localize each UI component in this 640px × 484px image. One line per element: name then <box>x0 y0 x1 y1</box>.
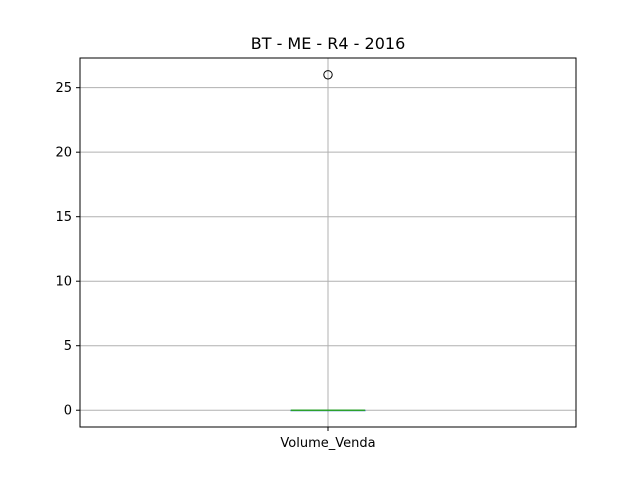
y-tick-label: 25 <box>55 81 72 96</box>
y-tick-label: 20 <box>55 146 72 161</box>
outlier-point <box>323 70 333 80</box>
y-tick-label: 0 <box>64 404 72 419</box>
box-layer <box>290 70 366 412</box>
grid-layer <box>80 58 576 427</box>
chart-title: BT - ME - R4 - 2016 <box>251 34 406 53</box>
y-tick-label: 15 <box>55 210 72 225</box>
y-tick-label: 5 <box>64 339 72 354</box>
x-tick-label: Volume_Venda <box>280 436 375 451</box>
tick-layer: 0 5 10 15 20 25 Volume_Venda <box>55 81 375 451</box>
y-tick-label: 10 <box>55 275 72 290</box>
